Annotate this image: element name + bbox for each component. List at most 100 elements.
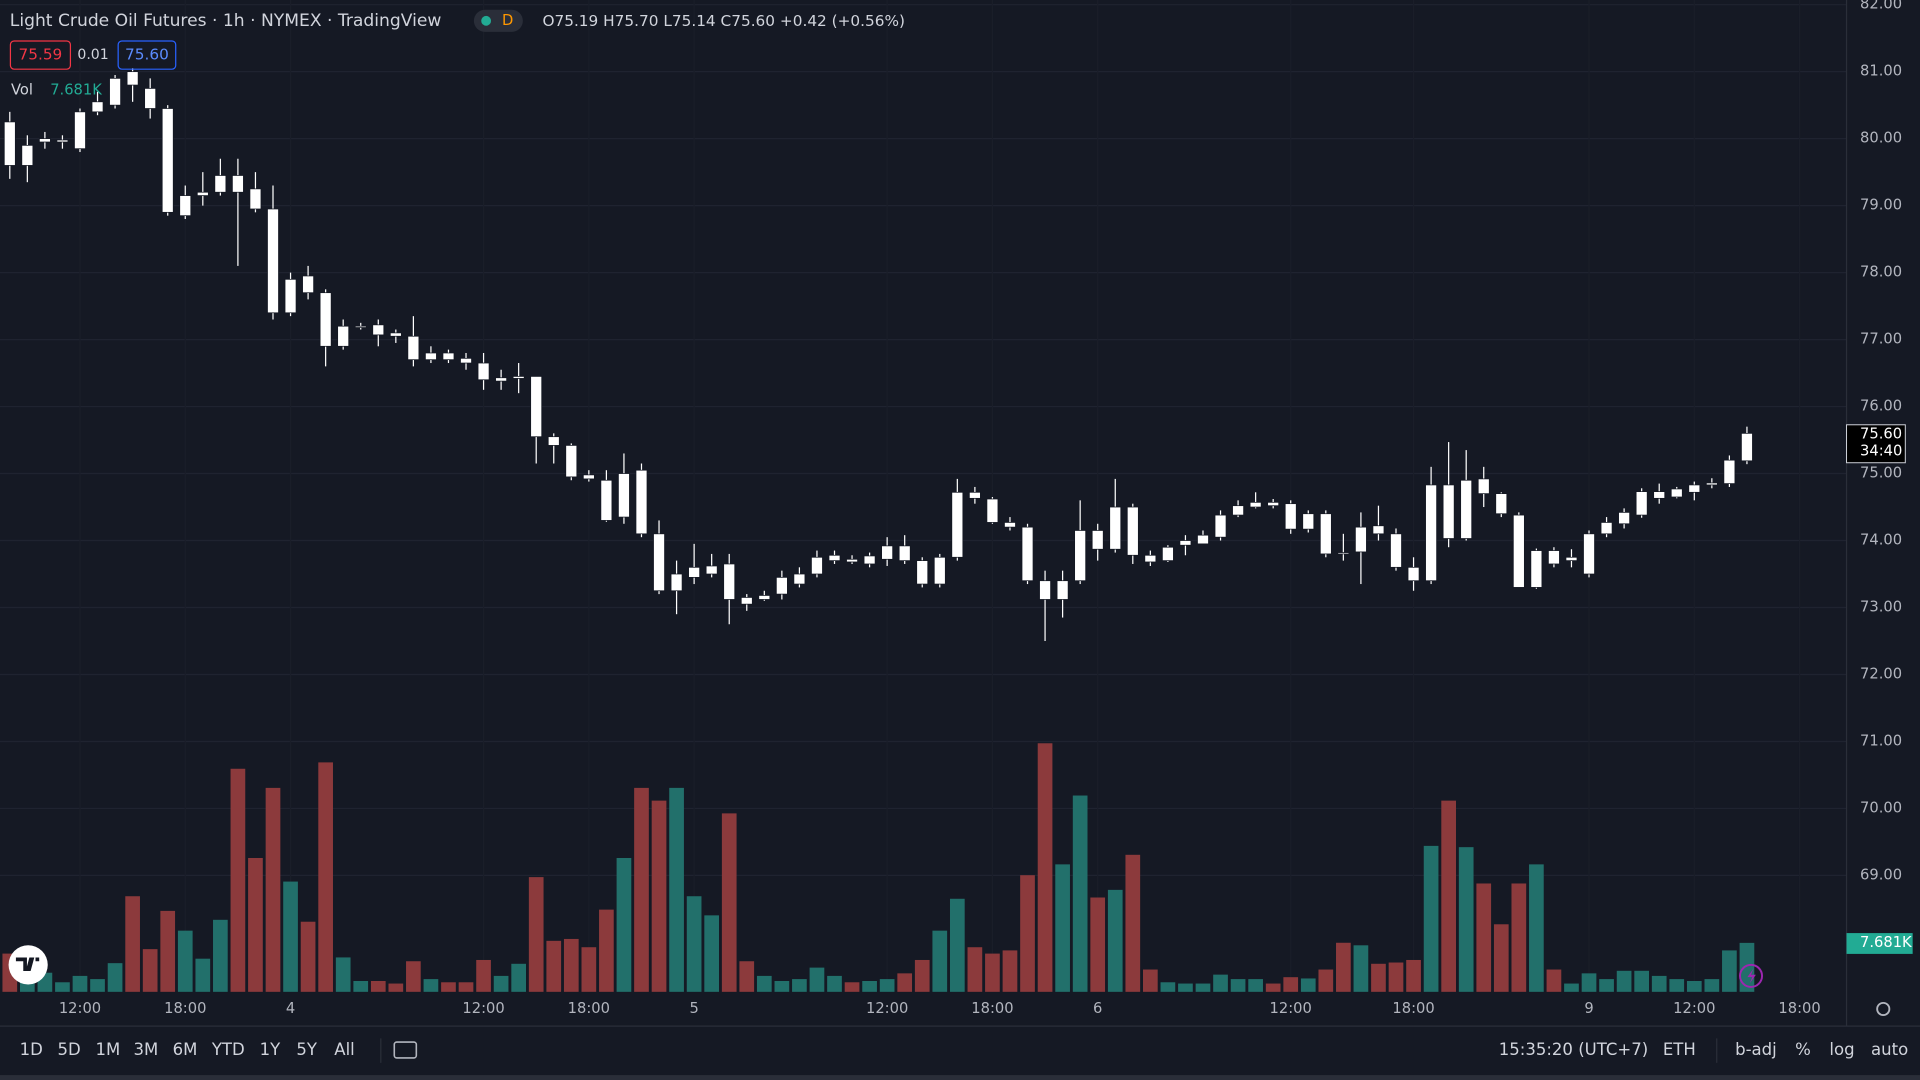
x-tick-label: 18:00 xyxy=(971,1000,1013,1017)
sell-box[interactable] xyxy=(9,40,72,70)
range-button[interactable]: 6M xyxy=(173,1040,198,1059)
badge-bg[interactable] xyxy=(473,9,523,32)
candle-body xyxy=(1477,478,1490,495)
volume-bar xyxy=(511,963,527,992)
volume-bar xyxy=(651,800,667,992)
y-tick-label: 69.00 xyxy=(1860,866,1902,883)
volume-bar xyxy=(1739,942,1755,992)
range-button[interactable]: 1Y xyxy=(260,1040,282,1059)
volume-bar xyxy=(756,975,772,992)
volume-bar xyxy=(1406,959,1421,992)
volume-bar xyxy=(985,953,1000,992)
candle-body xyxy=(1319,513,1332,555)
status-dot xyxy=(481,15,492,26)
volume-bar xyxy=(1599,979,1614,992)
volume-bar xyxy=(370,981,386,992)
volume-bar xyxy=(1055,864,1070,992)
date-range-icon[interactable] xyxy=(393,1041,418,1059)
volume-bar xyxy=(1476,883,1492,992)
badge[interactable]: D xyxy=(502,12,513,29)
volume-bar xyxy=(1546,969,1562,992)
volume-bar xyxy=(1002,950,1018,992)
percent-toggle[interactable]: % xyxy=(1795,1040,1811,1059)
volume-bar xyxy=(441,982,456,992)
volume-bar xyxy=(1178,983,1193,992)
candle-body xyxy=(1372,525,1385,535)
range-button[interactable]: 3M xyxy=(133,1040,158,1059)
volume-bar xyxy=(1160,982,1176,992)
range-button[interactable]: 5D xyxy=(58,1040,81,1059)
candle-body xyxy=(1460,479,1473,539)
candle-body xyxy=(793,573,806,585)
candle-body xyxy=(477,362,490,381)
candle-body xyxy=(126,71,139,86)
volume-bar xyxy=(616,857,632,992)
candle-body xyxy=(547,436,560,446)
range-button[interactable]: All xyxy=(334,1040,354,1059)
buy-price[interactable]: 75.60 xyxy=(125,46,169,64)
candle-body xyxy=(828,554,841,561)
o-label: O xyxy=(542,11,554,29)
volume-bar xyxy=(634,787,649,992)
price-tag xyxy=(1846,424,1906,464)
volume-bar xyxy=(1441,800,1456,992)
volume-bar xyxy=(142,949,158,992)
buy-box[interactable] xyxy=(117,40,177,70)
candle-body xyxy=(21,144,34,166)
sell-price[interactable]: 75.59 xyxy=(19,46,63,64)
clock[interactable]: 15:35:20 (UTC+7) xyxy=(1499,1040,1648,1059)
o-value: 75.19 xyxy=(554,11,598,29)
log-toggle[interactable]: log xyxy=(1829,1040,1854,1059)
x-tick-label: 18:00 xyxy=(1778,1000,1820,1017)
candle-body xyxy=(723,563,736,600)
volume-bar xyxy=(827,975,842,992)
candle-body xyxy=(688,566,701,578)
volume-bar xyxy=(897,973,913,992)
spread: 0.01 xyxy=(77,47,108,63)
volume-bar xyxy=(248,857,263,992)
candle-body xyxy=(1407,566,1420,582)
candle-body xyxy=(284,278,297,314)
x-tick-label: 6 xyxy=(1093,1000,1102,1017)
volume-bar xyxy=(107,963,123,992)
settings-icon[interactable] xyxy=(1876,1001,1891,1017)
candle-body xyxy=(951,491,964,558)
candle-body xyxy=(1390,533,1402,568)
adjust[interactable]: b-adj xyxy=(1735,1040,1777,1059)
range-button[interactable]: 5Y xyxy=(296,1040,318,1059)
y-tick-label: 80.00 xyxy=(1860,130,1902,147)
candle-body xyxy=(1126,506,1139,556)
range-button[interactable]: 1M xyxy=(96,1040,121,1059)
candle-body xyxy=(1056,580,1069,600)
volume-bar xyxy=(1353,945,1369,992)
candle-body xyxy=(1512,514,1525,588)
volume-bar xyxy=(599,909,614,992)
volume-bar xyxy=(90,979,105,992)
candle-body xyxy=(1091,530,1104,550)
candle-body xyxy=(758,595,771,600)
candle-body xyxy=(1039,580,1051,600)
x-tick-label: 18:00 xyxy=(1392,1000,1434,1017)
vol-value: 7.681K xyxy=(50,82,102,99)
y-tick-label: 70.00 xyxy=(1860,799,1902,816)
volume-bar xyxy=(546,940,562,992)
y-tick-label: 79.00 xyxy=(1860,197,1902,214)
candle-body xyxy=(144,88,157,109)
session[interactable]: ETH xyxy=(1663,1040,1696,1059)
ohlc-legend: O75.19 H75.70 L75.14 C75.60 +0.42 (+0.56… xyxy=(542,11,905,29)
auto-toggle[interactable]: auto xyxy=(1871,1040,1908,1059)
alert-icon[interactable] xyxy=(1739,963,1764,988)
candle-body xyxy=(354,325,367,328)
candle-body xyxy=(249,188,262,210)
range-button[interactable]: YTD xyxy=(211,1040,245,1059)
range-button[interactable]: 1D xyxy=(20,1040,43,1059)
candle-body xyxy=(1021,526,1034,582)
volume-bar xyxy=(230,768,246,992)
volume-bar xyxy=(160,910,176,992)
volume-bar xyxy=(563,938,579,992)
volume-bar xyxy=(774,981,790,992)
y-tick-label: 74.00 xyxy=(1860,532,1902,549)
candle-body xyxy=(811,556,823,575)
volume-bar xyxy=(1423,845,1439,992)
